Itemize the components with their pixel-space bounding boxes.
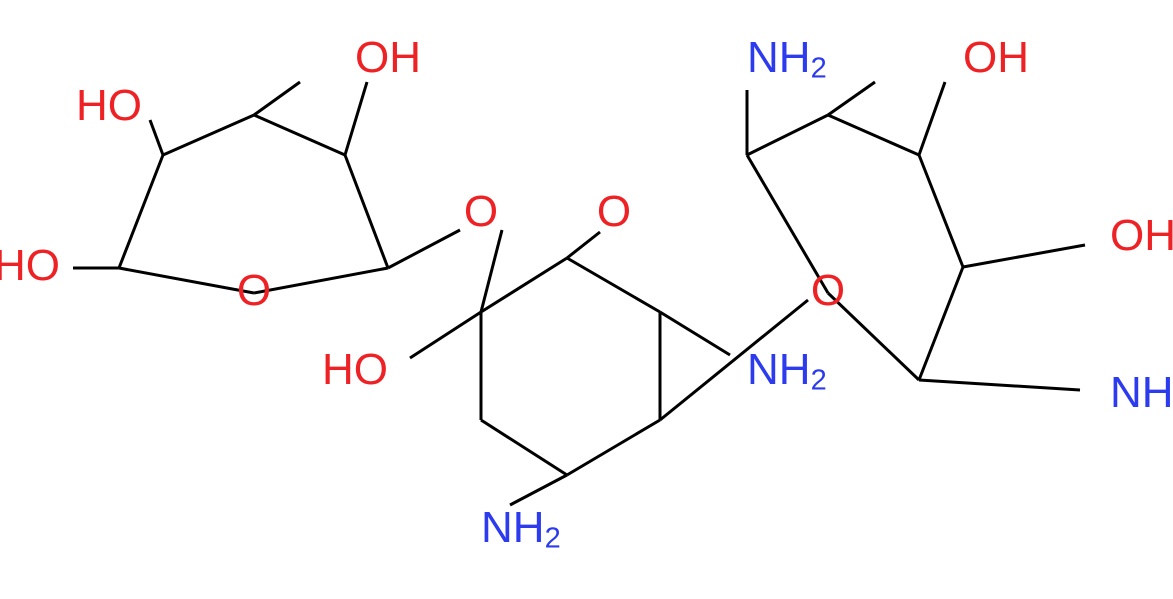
atom-label-O4: O xyxy=(237,266,271,315)
bond xyxy=(567,258,660,312)
atom-label-OH10: OH xyxy=(1110,211,1173,260)
subscript: 2 xyxy=(811,52,827,84)
bond xyxy=(919,380,1080,390)
subscript: 2 xyxy=(545,522,561,554)
atom-label-NH2c: NH2 xyxy=(747,345,827,397)
atom-label-NH2a: NH2 xyxy=(481,503,561,555)
atom-label-O6: O xyxy=(597,187,631,236)
bond xyxy=(345,155,388,268)
bond xyxy=(119,268,254,293)
chemical-structure-diagram: OHHOHOOOOHONH2NH2OHOOHNH2NH2 xyxy=(0,0,1173,599)
atom-label-O5: O xyxy=(464,187,498,236)
bond xyxy=(410,312,481,358)
bond xyxy=(747,115,828,155)
atom-labels-layer: OHHOHOOOOHONH2NH2OHOOHNH2NH2 xyxy=(0,33,1173,555)
bond xyxy=(163,115,254,155)
bond xyxy=(919,155,963,267)
bond xyxy=(254,268,388,293)
atom-label-HO3: HO xyxy=(0,241,60,290)
atom-label-O9: O xyxy=(811,266,845,315)
bond xyxy=(828,115,919,155)
bond xyxy=(567,420,660,475)
bond xyxy=(963,245,1085,267)
bond xyxy=(919,82,945,155)
bond xyxy=(254,115,345,155)
atom-label-HO7: HO xyxy=(322,345,388,394)
bond xyxy=(660,312,730,355)
atom-label-HO2: HO xyxy=(76,81,142,130)
bond xyxy=(828,82,875,115)
atom-label-NH2d: NH2 xyxy=(1110,368,1173,420)
atom-label-OH8: OH xyxy=(963,33,1029,82)
bond xyxy=(388,230,460,268)
bond xyxy=(481,420,567,475)
bonds-layer xyxy=(73,82,1085,505)
bond xyxy=(345,82,367,155)
bond xyxy=(510,475,567,505)
atom-label-OH1: OH xyxy=(355,33,421,82)
bond xyxy=(119,155,163,268)
atom-label-NH2b: NH2 xyxy=(747,33,827,85)
bond xyxy=(919,267,963,380)
bond xyxy=(150,120,163,155)
bond xyxy=(254,82,300,115)
subscript: 2 xyxy=(811,364,827,396)
bond xyxy=(567,232,600,258)
